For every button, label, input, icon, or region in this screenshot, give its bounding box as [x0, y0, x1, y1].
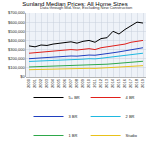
svg-text:3 BR: 3 BR: [69, 114, 78, 119]
svg-text:2008: 2008: [74, 78, 79, 88]
svg-text:2010: 2010: [86, 78, 91, 88]
svg-text:Sunland Median Prices: All Hom: Sunland Median Prices: All Home Sizes: [22, 1, 127, 7]
svg-text:2002: 2002: [38, 78, 43, 88]
svg-text:2016: 2016: [122, 78, 127, 88]
svg-text:2007: 2007: [68, 78, 73, 88]
svg-text:2018: 2018: [134, 78, 139, 88]
svg-text:$200,000: $200,000: [8, 56, 25, 61]
svg-text:$700,000: $700,000: [8, 10, 25, 15]
svg-text:2017: 2017: [128, 78, 133, 88]
svg-text:$500,000: $500,000: [8, 29, 25, 34]
svg-text:4 BR: 4 BR: [126, 95, 135, 100]
svg-text:2003: 2003: [44, 78, 49, 88]
svg-text:5+ BR: 5+ BR: [69, 95, 80, 100]
svg-text:2014: 2014: [110, 78, 115, 88]
svg-text:$100,000: $100,000: [8, 65, 25, 70]
svg-text:$0: $0: [20, 74, 25, 79]
svg-text:Data through Mid-Year, Excludi: Data through Mid-Year, Excluding New Con…: [40, 5, 132, 10]
svg-text:Studio: Studio: [126, 133, 138, 138]
svg-text:2011: 2011: [92, 78, 97, 87]
svg-text:2015: 2015: [116, 78, 121, 88]
svg-text:2006: 2006: [62, 78, 67, 88]
svg-text:1 BR: 1 BR: [69, 133, 78, 138]
svg-text:$300,000: $300,000: [8, 47, 25, 52]
svg-text:2001: 2001: [32, 78, 37, 88]
svg-text:2 BR: 2 BR: [126, 114, 135, 119]
svg-text:$600,000: $600,000: [8, 20, 25, 25]
svg-text:2000: 2000: [26, 78, 31, 88]
svg-text:2013: 2013: [104, 78, 109, 88]
svg-text:2004: 2004: [50, 78, 55, 88]
svg-text:2005: 2005: [56, 78, 61, 88]
svg-text:2009: 2009: [80, 78, 85, 88]
svg-text:$400,000: $400,000: [8, 38, 25, 43]
svg-text:2019: 2019: [140, 78, 145, 88]
svg-text:2012: 2012: [98, 78, 103, 88]
